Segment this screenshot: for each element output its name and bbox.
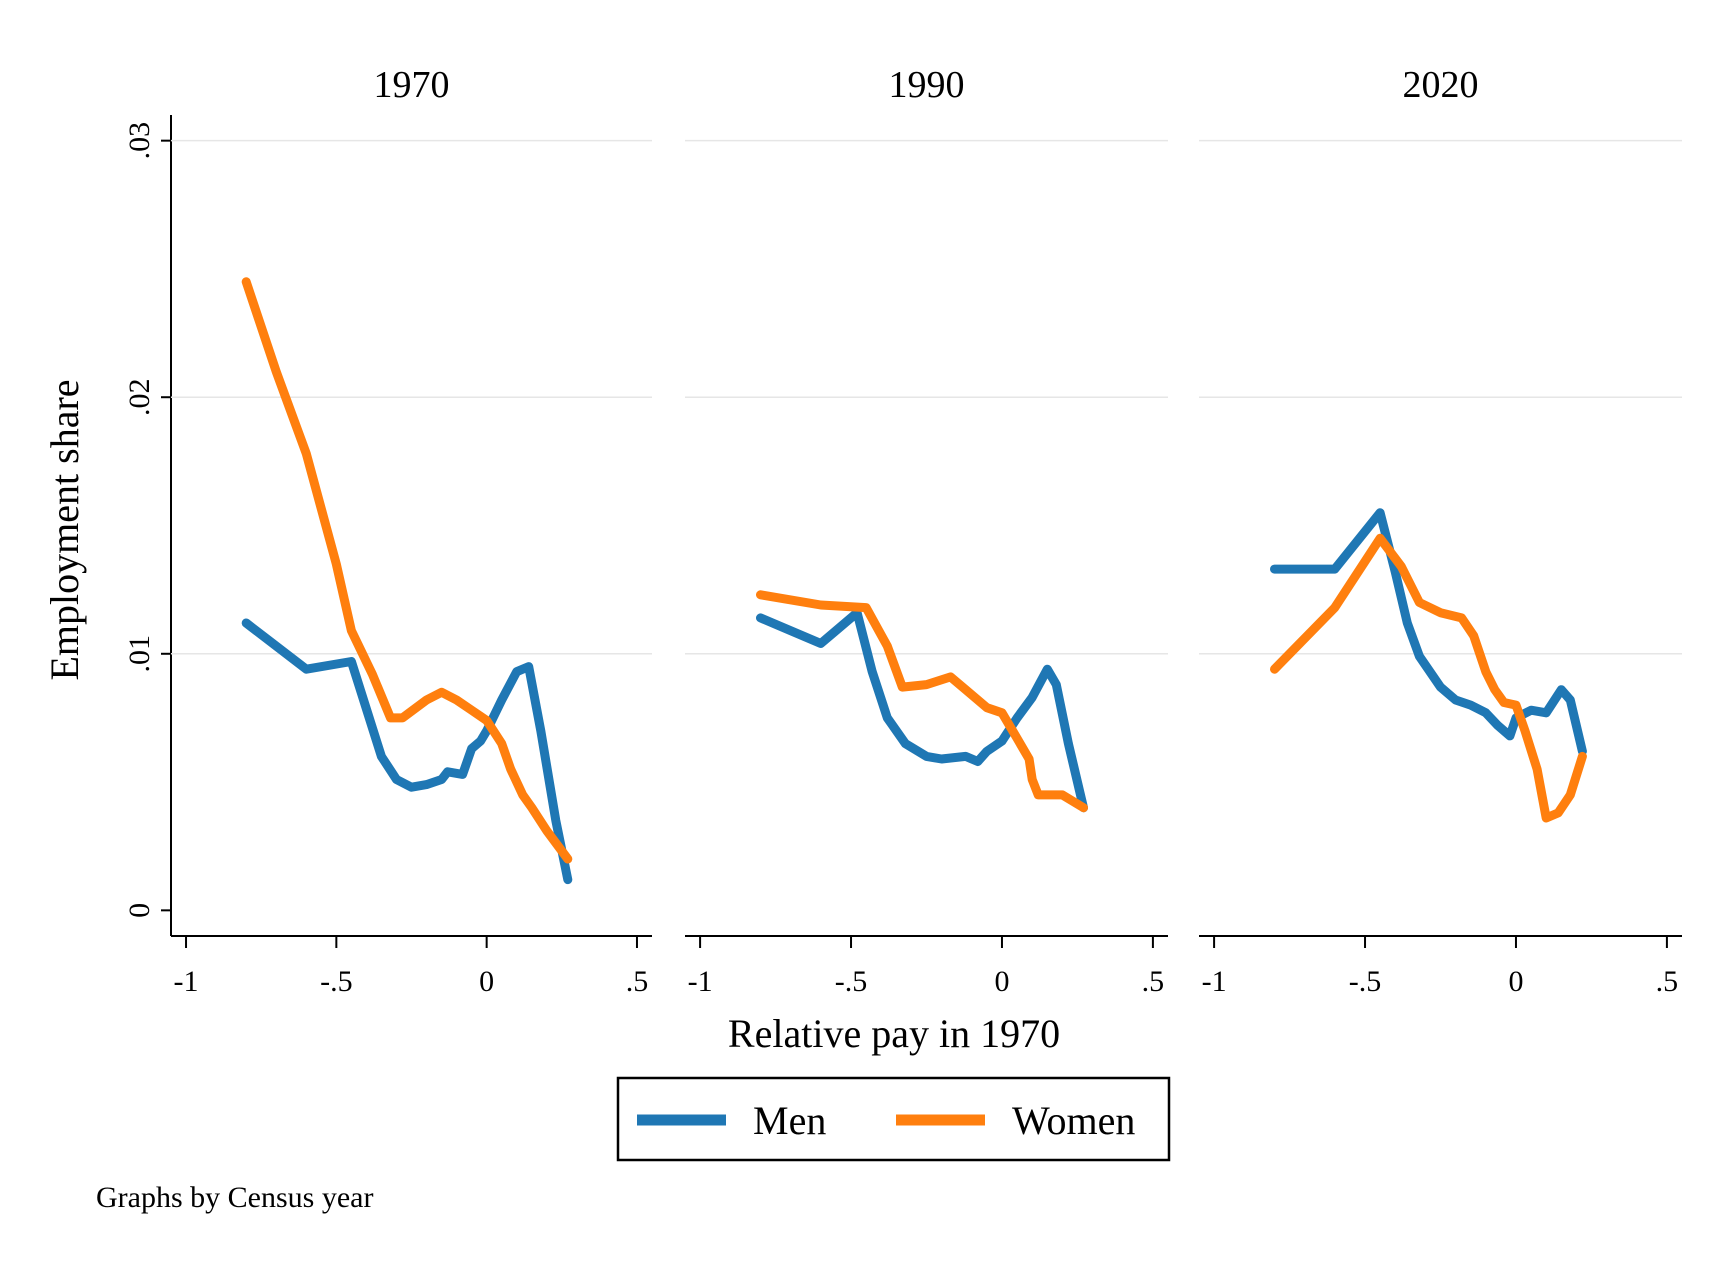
- x-tick-label: -1: [688, 965, 713, 998]
- series-line-men: [1270, 508, 1587, 756]
- y-axis-title: Employment share: [42, 379, 87, 680]
- x-tick-label: .5: [626, 965, 649, 998]
- panel-1990: 1990 -1 -.5 0 .5: [685, 64, 1168, 998]
- x-axis-title: Relative pay in 1970: [728, 1011, 1060, 1056]
- x-tick-label: 0: [1508, 965, 1523, 998]
- plot-area: 0 .01 .02 .03 1970 -1 -.5 0 .5 1990 -1 -.5 0 .5 2020 -1…: [123, 64, 1682, 998]
- x-tick-label: .5: [1656, 965, 1679, 998]
- x-tick-label: -.5: [835, 965, 868, 998]
- x-tick-label: .5: [1142, 965, 1165, 998]
- x-tick-label: 0: [479, 965, 494, 998]
- series-line-women: [756, 590, 1088, 813]
- x-tick-label: -.5: [1349, 965, 1382, 998]
- legend-label-women: Women: [1012, 1098, 1135, 1143]
- panel-1970: 1970 -1 -.5 0 .5: [171, 64, 652, 998]
- y-tick-label: .01: [123, 635, 156, 673]
- series-line-women: [241, 277, 573, 864]
- x-tick-label: 0: [994, 965, 1009, 998]
- series-line-men: [241, 618, 573, 885]
- chart-note: Graphs by Census year: [96, 1181, 373, 1214]
- x-tick-label: -.5: [320, 965, 353, 998]
- legend: Men Women: [616, 1076, 1171, 1162]
- series-line-women: [1270, 533, 1587, 823]
- y-tick-label: .03: [123, 122, 156, 160]
- panel-title: 2020: [1403, 64, 1479, 106]
- panel-2020: 2020 -1 -.5 0 .5: [1199, 64, 1682, 998]
- x-tick-label: -1: [174, 965, 199, 998]
- y-tick-label: .02: [123, 378, 156, 416]
- legend-label-men: Men: [753, 1098, 826, 1143]
- panel-title: 1990: [889, 64, 965, 106]
- panel-title: 1970: [374, 64, 450, 106]
- y-tick-label: 0: [123, 903, 156, 918]
- series-line-men: [756, 608, 1088, 813]
- x-tick-label: -1: [1202, 965, 1227, 998]
